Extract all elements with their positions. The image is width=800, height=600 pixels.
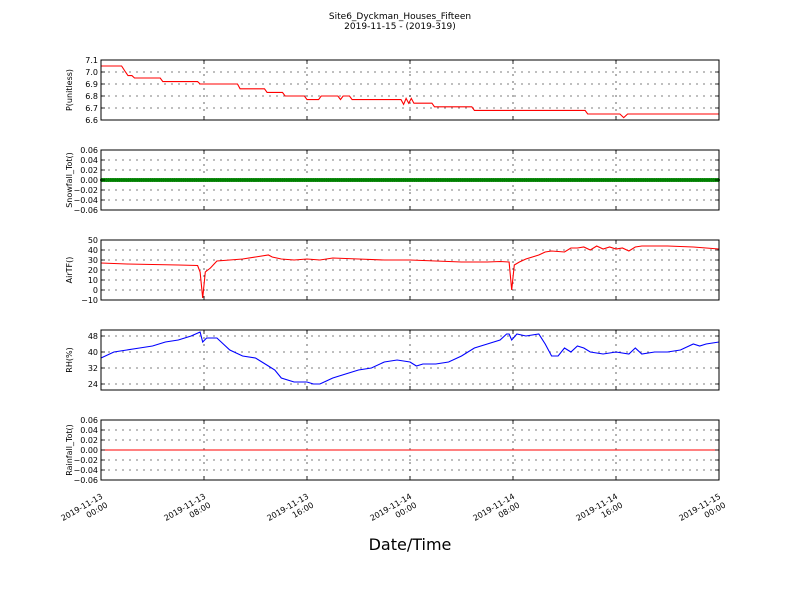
y-tick-label: 6.6 [85,116,98,125]
y-tick-label: 6.7 [85,104,98,113]
y-tick-label: 6.8 [85,92,98,101]
y-tick-label: 0.04 [80,156,98,165]
y-tick-label: 24 [88,380,98,389]
panel-2: −0.06−0.04−0.020.000.020.040.06 Snowfall_… [65,146,720,215]
y-tick-label: −10 [81,296,98,305]
y-tick-label: 20 [88,266,98,275]
series-line [100,245,720,299]
chart-title: Site6_Dyckman_Houses_Fifteen [329,12,471,22]
y-tick-label: −0.06 [73,206,98,215]
y-tick-label: −0.04 [73,466,98,475]
y-tick-label: 40 [88,246,98,255]
series-line [101,65,719,119]
panel-4: 24 32 40 48 RH(%) [65,329,720,391]
panel-5: −0.06−0.04−0.020.000.020.040.06 Rainfall_… [65,416,720,485]
y-axis-label: P(unitless) [65,69,74,111]
y-tick-label: −0.04 [73,196,98,205]
y-tick-label: −0.02 [73,456,98,465]
y-tick-label: 32 [88,364,98,373]
y-tick-label: −0.06 [73,476,98,485]
y-tick-label: 0 [93,286,98,295]
y-tick-label: 0.00 [80,446,98,455]
y-tick-label: 10 [88,276,98,285]
y-tick-label: 0.06 [80,146,98,155]
y-tick-label: 0.02 [80,166,98,175]
y-tick-label: 30 [88,256,98,265]
y-tick-label: −0.02 [73,186,98,195]
y-axis-label: AirTF() [65,257,74,284]
y-axis-label: RH(%) [65,347,74,372]
chart-panels: 6.66.76.86.97.07.1P(unitless)−0.06−0.04−… [59,56,727,523]
y-tick-label: 0.04 [80,426,98,435]
y-tick-label: 40 [88,348,98,357]
y-tick-label: 0.00 [80,176,98,185]
y-tick-label: 0.02 [80,436,98,445]
x-axis-label: Date/Time [369,535,452,554]
y-tick-label: 7.0 [85,68,98,77]
y-axis-label: Snowfall_Tot() [65,152,74,208]
y-tick-label: 0.06 [80,416,98,425]
y-tick-label: 50 [88,236,98,245]
y-axis-label: Rainfall_Tot() [65,424,74,476]
y-tick-label: 7.1 [85,56,98,65]
y-tick-label: 6.9 [85,80,98,89]
y-tick-label: 48 [88,332,98,341]
panel-1: 6.6 6.7 6.8 6.9 7.0 7.1 P(unitless) [65,56,720,125]
chart-subtitle: 2019-11-15 - (2019-319) [344,22,456,32]
series-line [100,331,720,385]
